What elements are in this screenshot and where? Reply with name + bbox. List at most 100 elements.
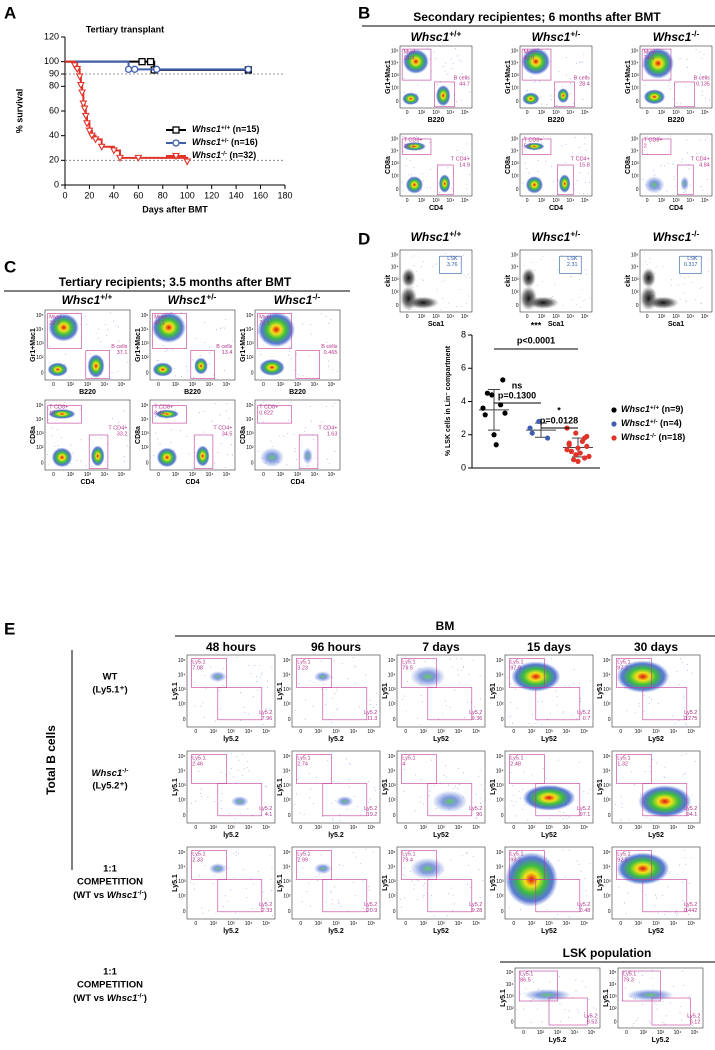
event-dot (688, 995, 690, 997)
event-dot (355, 666, 357, 668)
event-dot (222, 685, 224, 687)
event-dot (193, 377, 195, 378)
event-dot (527, 819, 529, 821)
event-dot (70, 444, 72, 446)
density-cloud (48, 409, 76, 419)
event-dot (583, 54, 585, 56)
event-dot (457, 788, 459, 789)
event-dot (215, 913, 217, 915)
y-tick-label: 2 (461, 429, 466, 439)
gate (521, 138, 552, 155)
event-dot (448, 784, 450, 786)
event-dot (653, 169, 655, 171)
flow-y-tick-label: 10² (246, 445, 254, 451)
event-dot (528, 722, 530, 724)
event-dot (420, 779, 422, 781)
event-dot (153, 413, 155, 415)
event-dot (235, 782, 237, 783)
event-dot (589, 680, 591, 682)
event-dot (654, 905, 656, 907)
event-dot (419, 724, 421, 726)
event-dot (198, 875, 200, 877)
event-dot (283, 435, 285, 437)
event-dot (252, 696, 254, 698)
event-dot (546, 908, 548, 910)
event-dot (254, 665, 256, 667)
flow-x-tick-label: 10⁵ (580, 729, 588, 735)
flow-x-tick-label: 10⁵ (588, 1030, 596, 1036)
gate-name: Ly5.2 (469, 806, 482, 812)
gate-value: 22.3 (49, 320, 60, 326)
event-dot (519, 798, 521, 799)
flow-y-tick-label: 10³ (246, 341, 254, 347)
flow-x-label: B220 (548, 117, 565, 124)
gate (439, 255, 462, 274)
event-dot (433, 51, 435, 53)
gate (521, 48, 552, 81)
event-dot (294, 448, 296, 450)
event-dot (524, 804, 526, 806)
event-dot (222, 905, 224, 907)
flow-x-tick-label: 10⁴ (245, 921, 253, 927)
event-dot (85, 465, 87, 467)
flow-x-tick-label: 10⁵ (472, 921, 480, 927)
event-dot (582, 61, 584, 63)
event-dot (576, 860, 578, 862)
event-dot (48, 346, 50, 348)
event-dot (479, 896, 481, 898)
event-dot (586, 149, 588, 151)
event-dot (577, 1011, 579, 1013)
event-dot (195, 800, 197, 802)
x-tick-label: 160 (253, 190, 268, 200)
flow-y-tick-label: 10³ (36, 431, 44, 437)
gate (548, 997, 588, 1026)
event-dot (64, 402, 66, 404)
event-dot (564, 143, 566, 145)
gate-value: 7.96 (262, 716, 273, 722)
event-dot (679, 864, 680, 866)
event-dot (214, 720, 216, 722)
event-dot (325, 901, 327, 903)
flow-y-tick-label: 0 (396, 187, 399, 193)
event-dot (686, 301, 687, 303)
gate-name: Ly5.2 (584, 1013, 597, 1019)
event-dot (700, 302, 702, 304)
event-dot (405, 710, 407, 712)
y-tick-label: 100 (44, 56, 59, 66)
event-dot (702, 256, 703, 258)
flow-y-tick-label: 10⁵ (388, 850, 396, 856)
event-dot (453, 787, 455, 789)
event-dot (220, 328, 222, 330)
event-dot (574, 189, 576, 191)
event-dot (352, 656, 354, 658)
event-dot (105, 324, 107, 325)
gate-value: 13.4 (222, 350, 233, 356)
gate-value: 47.1 (154, 320, 165, 326)
event-dot (106, 335, 107, 337)
event-dot (223, 327, 225, 329)
event-dot (466, 183, 468, 185)
flow-x-label: CD4 (185, 479, 199, 486)
density-cloud (302, 447, 313, 465)
dot (584, 443, 590, 449)
flow-x-tick-label: 10³ (294, 472, 302, 478)
gate-value: 1.63 (327, 431, 338, 437)
gate (191, 850, 227, 880)
event-dot (259, 676, 261, 678)
event-dot (679, 684, 681, 686)
flow-y-tick-label: 10⁴ (283, 768, 291, 774)
event-dot (430, 187, 431, 189)
event-dot (174, 375, 176, 377)
annotation: p=0.1300 (498, 390, 536, 400)
event-dot (671, 818, 673, 820)
density-cloud (436, 85, 451, 107)
event-dot (696, 152, 697, 154)
event-dot (515, 856, 517, 858)
flow-y-tick-label: 10⁴ (36, 417, 44, 423)
flow-x-tick-label: 10⁵ (461, 198, 469, 204)
gate (554, 81, 576, 108)
gate-value: 15.8 (579, 162, 590, 168)
event-dot (334, 451, 336, 452)
event-dot (564, 1009, 566, 1011)
gate-value: 20.9 (367, 908, 378, 914)
